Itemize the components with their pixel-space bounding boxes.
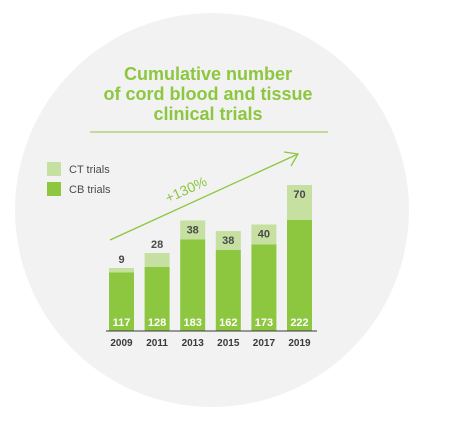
x-tick-label-2013: 2013 xyxy=(182,338,205,349)
bar-ct-2017 xyxy=(251,224,277,245)
bar-cb-2015 xyxy=(215,250,241,331)
legend-swatch-ct xyxy=(47,162,61,176)
bar-ct-2013 xyxy=(180,220,206,240)
bar-ct-2011 xyxy=(144,253,170,267)
value-label-ct-2013: 38 xyxy=(187,225,199,237)
legend-label-cb: CB trials xyxy=(69,184,111,196)
bar-cb-2009 xyxy=(109,272,134,331)
bar-cb-2017 xyxy=(251,244,277,331)
growth-arrow-head xyxy=(283,151,300,167)
value-label-ct-2017: 40 xyxy=(258,229,270,241)
chart-title-line-3: clinical trials xyxy=(153,104,262,124)
value-label-cb-2009: 117 xyxy=(113,317,131,329)
value-label-cb-2015: 162 xyxy=(219,317,237,329)
value-label-cb-2013: 183 xyxy=(184,317,202,329)
value-label-cb-2019: 222 xyxy=(290,317,308,329)
value-label-ct-2019: 70 xyxy=(293,189,305,201)
bar-ct-2019 xyxy=(287,185,312,220)
bar-cb-2019 xyxy=(287,220,312,331)
chart-title-line-1: Cumulative number xyxy=(124,64,292,84)
value-label-cb-2017: 173 xyxy=(255,317,273,329)
legend-label-ct: CT trials xyxy=(69,164,110,176)
bar-ct-2009 xyxy=(109,268,134,273)
x-tick-label-2011: 2011 xyxy=(146,338,168,349)
x-tick-label-2015: 2015 xyxy=(217,338,240,349)
value-label-ct-2015: 38 xyxy=(222,235,234,247)
bar-ct-2015 xyxy=(215,231,241,250)
value-label-ct-2011: 28 xyxy=(151,239,163,251)
chart-title-line-2: of cord blood and tissue xyxy=(103,84,312,104)
value-label-cb-2011: 128 xyxy=(148,317,166,329)
x-tick-label-2019: 2019 xyxy=(288,338,311,349)
bars: 117 9 2009 128 28 2011 183 38 2013 162 38 2015 173 40… xyxy=(109,185,312,349)
x-tick-label-2009: 2009 xyxy=(110,338,133,349)
legend-swatch-cb xyxy=(47,182,61,196)
bar-cb-2013 xyxy=(180,239,206,331)
value-label-ct-2009: 9 xyxy=(118,254,124,266)
x-tick-label-2017: 2017 xyxy=(253,338,276,349)
growth-arrow-line xyxy=(109,153,299,241)
bar-cb-2011 xyxy=(144,267,170,331)
